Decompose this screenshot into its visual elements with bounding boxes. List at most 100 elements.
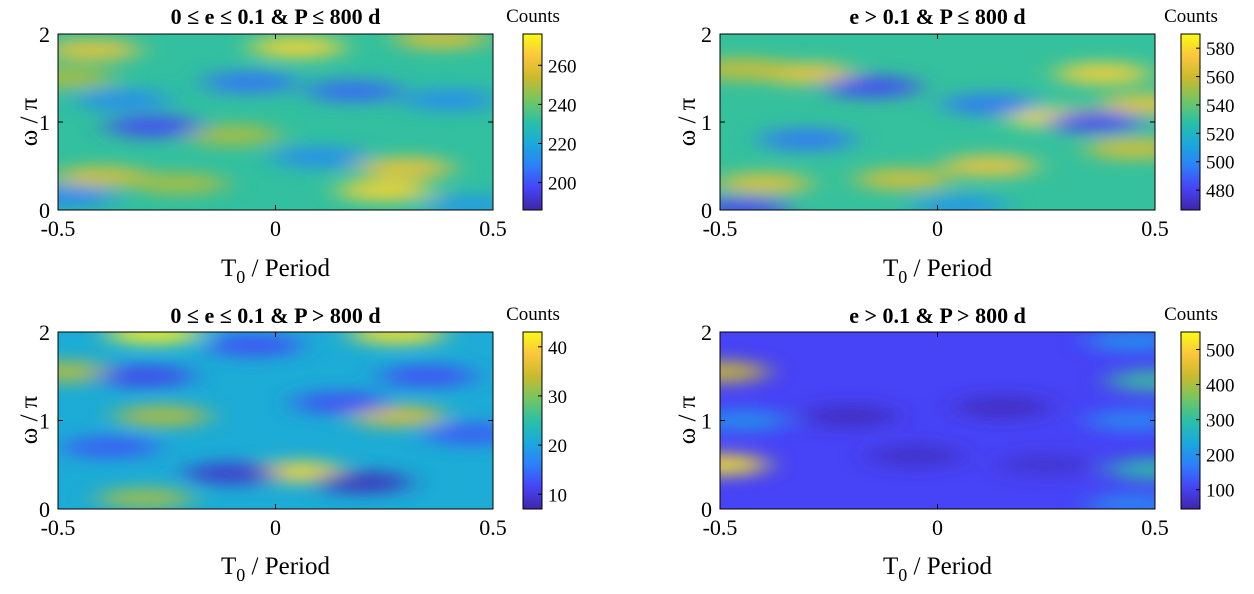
heatmap-cell [114,405,211,428]
heatmap-cell [941,93,1038,116]
y-tick-label: 0 [39,497,50,522]
colorbar-label: Counts [1164,6,1218,27]
y-tick-label: 1 [701,409,712,434]
heatmap-cell [720,360,768,383]
heatmap-cell [249,36,346,59]
x-axis-subscript: 0 [898,565,907,585]
chart-title: 0 ≤ e ≤ 0.1 & P ≤ 800 d [171,4,381,29]
y-tick-label: 2 [39,22,50,47]
colorbar-tick-label: 520 [1206,124,1235,145]
heatmap-cell [58,185,115,208]
colorbar-ticks: 480 500 520 540 560 580 [1196,39,1235,202]
heatmap-features [720,58,1155,210]
heatmap-cell [105,332,202,345]
colorbar-tick-label: 240 [548,95,577,116]
y-axis-label: ω / π [674,395,701,444]
heatmap-cell [97,365,193,388]
colorbar: 10 20 30 40 Counts [506,304,567,510]
x-tick-label: -0.5 [41,216,76,241]
heatmap-cell [759,128,855,151]
colorbar: 100 200 300 400 500 Counts [1164,304,1235,510]
x-axis-suffix: / Period [907,255,992,282]
heatmap-cell [1085,137,1155,160]
heatmap-cell [201,71,298,94]
heatmap-cell [131,172,228,195]
y-tick-label: 2 [39,320,50,345]
colorbar-gradient [522,33,543,211]
heatmap-cell [58,67,115,89]
colorbar-tick-label: 220 [548,135,577,156]
chart-title: e > 0.1 & P ≤ 800 d [849,4,1025,29]
heatmap-cell [998,453,1095,476]
colorbar-tick-label: 560 [1206,68,1235,89]
y-tick-label: 2 [701,22,712,47]
x-axis-label: T0 / Period [221,255,330,287]
colorbar-tick-label: 480 [1206,181,1235,202]
heatmap-area [720,34,1155,210]
heatmap-features [58,332,493,509]
colorbar-tick-label: 200 [1206,446,1235,467]
x-axis-subscript: 0 [236,267,245,287]
colorbar-tick-label: 100 [1206,481,1235,502]
colorbar-tick-label: 20 [548,436,567,457]
heatmap-area [58,332,493,509]
heatmap-cell [97,487,193,509]
heatmap-cell [954,396,1051,419]
heatmap-area [720,332,1155,509]
colorbar-ticks: 100 200 300 400 500 [1196,341,1235,502]
y-axis-label: ω / π [674,97,701,146]
y-tick-label: 2 [701,320,712,345]
colorbar-gradient [522,331,543,510]
heatmap-cell [105,115,202,138]
colorbar-gradient [1180,33,1201,211]
y-axis-label: ω / π [16,97,43,146]
heatmap-cell [720,453,768,476]
heatmap-features [720,332,1155,509]
chart-title: e > 0.1 & P > 800 d [849,303,1026,328]
heatmap-cell [184,124,280,147]
heatmap-cell [720,172,812,195]
colorbar-tick-label: 580 [1206,39,1235,60]
heatmap-cell [358,156,454,179]
heatmap-cell [1098,93,1155,116]
heatmap-cell [349,332,446,345]
x-tick-label: -0.5 [703,515,738,540]
x-axis-suffix: / Period [907,553,992,580]
chart-title: 0 ≤ e ≤ 0.1 & P > 800 d [170,303,380,328]
x-tick-label: 0 [932,515,943,540]
x-axis-subscript: 0 [898,267,907,287]
heatmap-cell [802,405,899,428]
x-axis-label: T0 / Period [221,553,330,585]
heatmap-cell [292,391,389,414]
x-tick-label: 0 [270,515,281,540]
heatmap-cell [314,471,411,494]
heatmap-cell [305,80,402,103]
colorbar-tick-label: 300 [1206,411,1235,432]
heatmap-cell [58,38,141,61]
heatmap-cell [423,194,493,210]
heatmap-cell [854,168,951,191]
heatmap-cell [379,365,476,388]
heatmap-features [58,34,493,210]
colorbar-tick-label: 500 [1206,153,1235,174]
x-tick-label: 0 [270,216,281,241]
x-tick-label: 0.5 [1141,515,1169,540]
heatmap-cell [1085,332,1155,352]
heatmap-cell [401,89,493,111]
x-tick-label: -0.5 [41,515,76,540]
colorbar-tick-label: 260 [548,56,577,77]
x-axis-subscript: 0 [236,565,245,585]
heatmap-background [720,332,1155,509]
x-tick-label: 0.5 [479,216,507,241]
colorbar-tick-label: 400 [1206,376,1235,397]
colorbar-label: Counts [506,6,560,27]
heatmap-cell [62,436,159,459]
colorbar-tick-label: 10 [548,485,567,506]
y-tick-label: 0 [39,198,50,223]
